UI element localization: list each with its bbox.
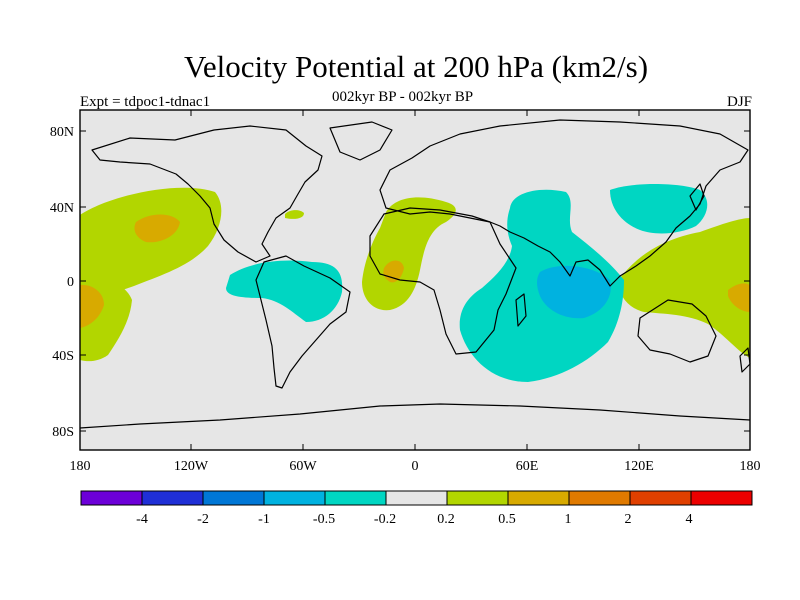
lat-label-40n: 40N (50, 201, 74, 216)
lat-label-80n: 80N (50, 125, 74, 140)
colorbar-label: 0.5 (498, 512, 516, 527)
lon-label-180w: 180 (70, 459, 91, 474)
coastline-japan (689, 183, 705, 211)
chart-subtitle: 002kyr BP - 002kyr BP (332, 89, 474, 105)
axis-ticks (79, 110, 751, 450)
colorbar-box (385, 490, 448, 506)
lon-label-0: 0 (412, 459, 419, 474)
colorbar-label: 1 (565, 512, 572, 527)
coastline-south-america (255, 255, 351, 389)
colorbar-label: 2 (625, 512, 632, 527)
colorbar-box (446, 490, 509, 506)
colorbar-boxes (80, 490, 753, 506)
lat-label-80s: 80S (52, 425, 74, 440)
contour-positive-africa-atlantic (362, 197, 456, 311)
colorbar-label: -0.2 (374, 512, 396, 527)
contour-negative-indian-core (537, 265, 611, 319)
colorbar-box (80, 490, 143, 506)
coastline-africa (369, 207, 517, 355)
colorbar-label: 0.2 (437, 512, 455, 527)
coastline-antarctica (79, 403, 751, 429)
contour-positive-west-pacific (619, 218, 750, 358)
season-label: DJF (726, 94, 752, 110)
coastline-madagascar (515, 293, 527, 327)
colorbar: -4 -2 -1 -0.5 -0.2 0.2 0.5 1 2 4 (80, 490, 753, 527)
lon-label-120w: 120W (174, 459, 209, 474)
colorbar-box (568, 490, 631, 506)
lon-label-180e: 180 (740, 459, 761, 474)
longitude-labels: 180 120W 60W 0 60E 120E 180 (70, 459, 761, 474)
field-regions (80, 184, 750, 382)
coastline-north-america (91, 125, 323, 263)
colorbar-box (263, 490, 326, 506)
coastline-australia (637, 299, 717, 363)
colorbar-labels: -4 -2 -1 -0.5 -0.2 0.2 0.5 1 2 4 (136, 512, 692, 527)
colorbar-label: -1 (258, 512, 270, 527)
lon-label-120e: 120E (624, 459, 654, 474)
coastline-eurasia (379, 119, 749, 287)
lon-label-60w: 60W (289, 459, 317, 474)
lon-label-60e: 60E (516, 459, 539, 474)
colorbar-label: -0.5 (313, 512, 335, 527)
colorbar-box (202, 490, 265, 506)
contour-positive-north-pacific (134, 214, 180, 243)
contour-positive-tropical-pacific (80, 284, 104, 328)
contour-positive-maritime (728, 283, 750, 312)
colorbar-box (629, 490, 692, 506)
colorbar-label: -2 (197, 512, 209, 527)
contour-positive-small-na (285, 210, 304, 219)
colorbar-label: -4 (136, 512, 148, 527)
chart-title: Velocity Potential at 200 hPa (km2/s) (183, 49, 649, 84)
lat-label-40s: 40S (52, 349, 74, 364)
colorbar-label: 4 (686, 512, 693, 527)
experiment-label: Expt = tdpoc1-tdnac1 (80, 94, 211, 110)
coastline-greenland (329, 121, 393, 161)
contour-negative-south-america (226, 260, 343, 322)
contour-negative-east-asia (610, 184, 708, 234)
colorbar-box (507, 490, 570, 506)
colorbar-box (141, 490, 204, 506)
coastlines (79, 119, 751, 429)
latitude-labels: 80N 40N 0 40S 80S (50, 125, 74, 440)
map-area (79, 109, 751, 451)
colorbar-box (324, 490, 387, 506)
colorbar-box (690, 490, 753, 506)
lat-label-0: 0 (67, 275, 74, 290)
